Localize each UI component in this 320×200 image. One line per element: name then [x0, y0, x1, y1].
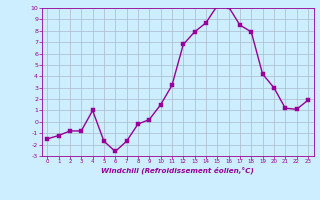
X-axis label: Windchill (Refroidissement éolien,°C): Windchill (Refroidissement éolien,°C): [101, 167, 254, 174]
